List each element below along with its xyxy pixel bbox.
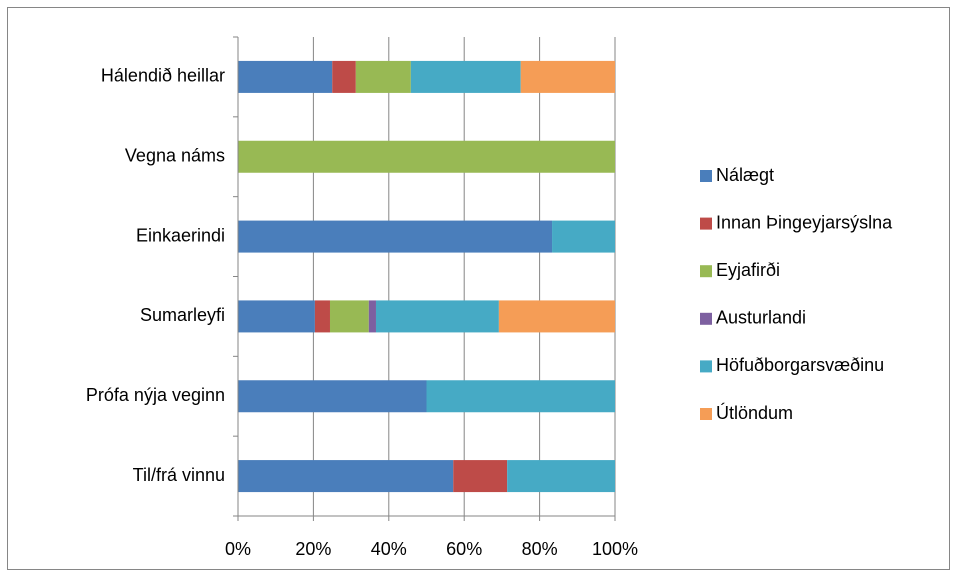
bar-segment <box>507 460 615 493</box>
bar-segment <box>238 140 615 173</box>
legend-swatch <box>700 408 712 420</box>
legend-label: Innan Þingeyjarsýslna <box>716 212 893 232</box>
bar-segment <box>498 300 615 333</box>
x-tick-label: 60% <box>446 539 482 559</box>
legend-label: Eyjafirði <box>716 260 780 280</box>
y-tick-label: Hálendið heillar <box>101 66 225 86</box>
bar-segment <box>520 60 615 93</box>
legend-label: Austurlandi <box>716 308 806 328</box>
bar-segment <box>426 380 615 413</box>
bar-segment <box>238 300 315 333</box>
legend-label: Nálægt <box>716 165 774 185</box>
x-tick-label: 0% <box>225 539 251 559</box>
y-tick-label: Til/frá vinnu <box>133 465 225 485</box>
x-tick-label: 20% <box>295 539 331 559</box>
legend-swatch <box>700 170 712 182</box>
y-tick-label: Einkaerindi <box>136 225 225 245</box>
bar-segment <box>314 300 330 333</box>
bar-segment <box>453 460 508 493</box>
legend-swatch <box>700 312 712 325</box>
legend-swatch <box>700 217 712 230</box>
bar-segment <box>410 60 521 93</box>
x-tick-label: 100% <box>592 539 638 559</box>
bar-segment <box>332 60 356 93</box>
y-tick-label: Sumarleyfi <box>140 305 225 325</box>
bar-segment <box>355 60 411 93</box>
bar-segment <box>238 380 427 413</box>
bar-segment <box>238 220 553 253</box>
legend-swatch <box>700 265 712 278</box>
legend-label: Útlöndum <box>716 402 793 423</box>
y-tick-label: Prófa nýja veginn <box>86 385 225 405</box>
bar-segment <box>238 460 454 493</box>
bar-segment <box>368 300 376 333</box>
y-tick-label: Vegna náms <box>125 146 225 166</box>
bar-segment <box>375 300 499 333</box>
legend-swatch <box>700 360 712 373</box>
legend-label: Höfuðborgarsvæðinu <box>716 355 884 375</box>
x-tick-label: 40% <box>371 539 407 559</box>
bar-segment <box>329 300 369 333</box>
bar-segment <box>552 220 615 253</box>
x-tick-label: 80% <box>522 539 558 559</box>
bar-segment <box>238 60 333 93</box>
